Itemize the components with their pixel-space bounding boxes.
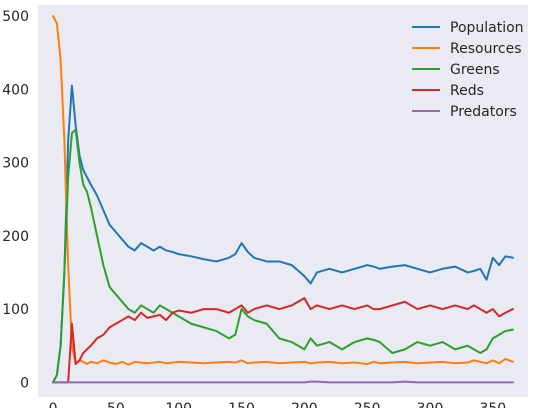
legend-label-reds: Reds xyxy=(450,83,484,99)
series-line-reds xyxy=(52,297,514,384)
series-line-resources xyxy=(52,14,514,366)
x-tick-label: 250 xyxy=(354,401,381,408)
y-tick-label: 400 xyxy=(2,82,29,98)
x-tick-label: 100 xyxy=(165,401,192,408)
x-axis-ticks: 0 50 100 150 200 250 300 350 xyxy=(49,401,507,408)
series-line-greens xyxy=(52,128,514,384)
legend-label-greens: Greens xyxy=(450,62,500,78)
x-tick-label: 350 xyxy=(479,401,506,408)
x-tick-label: 50 xyxy=(107,401,125,408)
x-tick-label: 300 xyxy=(417,401,444,408)
y-tick-label: 300 xyxy=(2,156,29,172)
y-tick-label: 200 xyxy=(2,229,29,245)
y-tick-label: 0 xyxy=(20,375,29,391)
legend-label-predators: Predators xyxy=(450,104,517,120)
legend: Population Resources Greens Reds Predators xyxy=(412,20,524,120)
series-line-predators xyxy=(52,380,514,384)
series-line-population xyxy=(52,84,514,384)
y-tick-label: 100 xyxy=(2,302,29,318)
x-tick-label: 150 xyxy=(228,401,255,408)
legend-label-resources: Resources xyxy=(450,41,522,57)
series-layer xyxy=(52,14,514,384)
plot-area xyxy=(38,5,528,397)
x-tick-label: 200 xyxy=(291,401,318,408)
y-axis-ticks: 0 100 200 300 400 500 xyxy=(2,9,29,391)
y-tick-label: 500 xyxy=(2,9,29,25)
legend-label-population: Population xyxy=(450,20,524,36)
x-tick-label: 0 xyxy=(49,401,58,408)
